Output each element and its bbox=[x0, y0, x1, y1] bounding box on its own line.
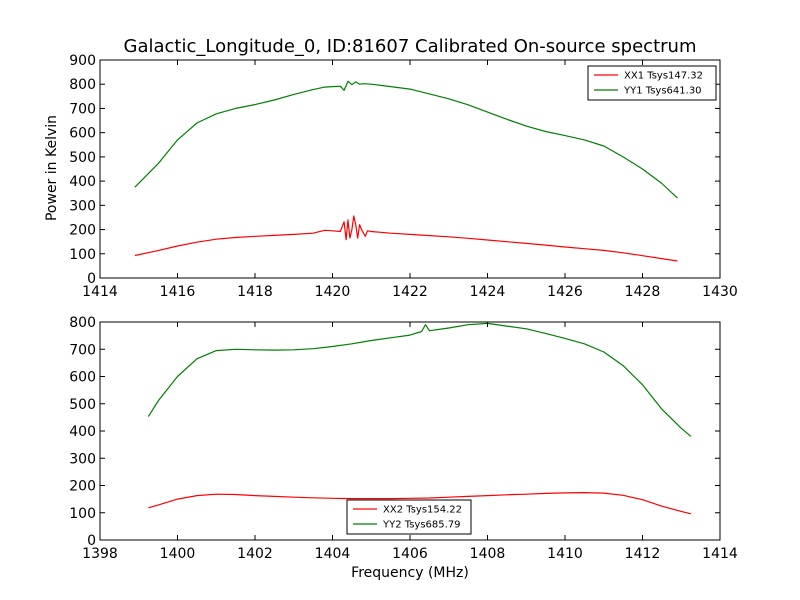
legend-box bbox=[587, 65, 717, 101]
y-tick-label: 100 bbox=[69, 247, 96, 263]
x-tick-label: 1430 bbox=[702, 284, 738, 300]
legend: XX2 Tsys154.22 YY2 Tsys685.79 bbox=[346, 499, 472, 535]
y-tick-label: 600 bbox=[69, 370, 96, 386]
x-tick-label: 1428 bbox=[625, 284, 661, 300]
series-line-xx1 bbox=[134, 215, 678, 262]
x-axis-label: Frequency (MHz) bbox=[351, 565, 469, 581]
x-tick-label: 1426 bbox=[547, 284, 583, 300]
x-tick-label: 1406 bbox=[392, 546, 428, 562]
y-tick-label: 900 bbox=[69, 53, 96, 69]
x-tick-label: 1414 bbox=[82, 284, 118, 300]
x-tick-label: 1416 bbox=[160, 284, 196, 300]
series-line-yy2 bbox=[147, 322, 692, 437]
x-tick-label: 1418 bbox=[237, 284, 273, 300]
x-tick-label: 1410 bbox=[547, 546, 583, 562]
y-tick-label: 0 bbox=[87, 271, 96, 287]
x-tick-label: 1414 bbox=[702, 546, 738, 562]
y-tick-label: 0 bbox=[87, 533, 96, 549]
y-tick-label: 500 bbox=[69, 397, 96, 413]
x-tick-label: 1400 bbox=[160, 546, 196, 562]
legend-entry-label: XX1 Tsys147.32 bbox=[624, 71, 703, 82]
y-tick-label: 100 bbox=[69, 506, 96, 522]
x-tick-label: 1408 bbox=[470, 546, 506, 562]
y-tick-label: 800 bbox=[69, 77, 96, 93]
legend: XX1 Tsys147.32 YY1 Tsys641.30 bbox=[587, 65, 717, 101]
y-tick-label: 400 bbox=[69, 424, 96, 440]
y-tick-label: 700 bbox=[69, 342, 96, 358]
y-tick-label: 300 bbox=[69, 198, 96, 214]
y-axis-label: Power in Kelvin bbox=[44, 115, 60, 221]
y-tick-label: 700 bbox=[69, 101, 96, 117]
y-tick-label: 500 bbox=[69, 150, 96, 166]
chart-title: Galactic_Longitude_0, ID:81607 Calibrate… bbox=[124, 36, 697, 57]
legend-entry-label: YY2 Tsys685.79 bbox=[382, 520, 461, 531]
y-tick-label: 200 bbox=[69, 479, 96, 495]
y-tick-label: 200 bbox=[69, 223, 96, 239]
x-tick-label: 1422 bbox=[392, 284, 428, 300]
x-tick-label: 1412 bbox=[625, 546, 661, 562]
legend-box bbox=[346, 499, 472, 535]
legend-entry-label: YY1 Tsys641.30 bbox=[623, 86, 702, 97]
series-line-xx2 bbox=[148, 492, 692, 515]
top-spectrum-panel: 1414 1416 1418 1420 1422 1424 1426 1428 1430 0 100… bbox=[69, 53, 738, 300]
x-tick-label: 1420 bbox=[315, 284, 351, 300]
plot-area bbox=[147, 322, 692, 515]
x-tick-label: 1402 bbox=[237, 546, 273, 562]
series-line-yy1 bbox=[134, 80, 678, 199]
y-tick-label: 800 bbox=[69, 315, 96, 331]
y-tick-label: 300 bbox=[69, 451, 96, 467]
y-tick-label: 400 bbox=[69, 174, 96, 190]
bottom-spectrum-panel: 1398 1400 1402 1404 1406 1408 1410 1412 1414 0 100… bbox=[69, 315, 738, 562]
x-tick-label: 1398 bbox=[82, 546, 118, 562]
x-tick-label: 1404 bbox=[315, 546, 351, 562]
y-tick-label: 600 bbox=[69, 126, 96, 142]
x-tick-label: 1424 bbox=[470, 284, 506, 300]
legend-entry-label: XX2 Tsys154.22 bbox=[383, 505, 462, 516]
plot-area bbox=[134, 80, 678, 262]
